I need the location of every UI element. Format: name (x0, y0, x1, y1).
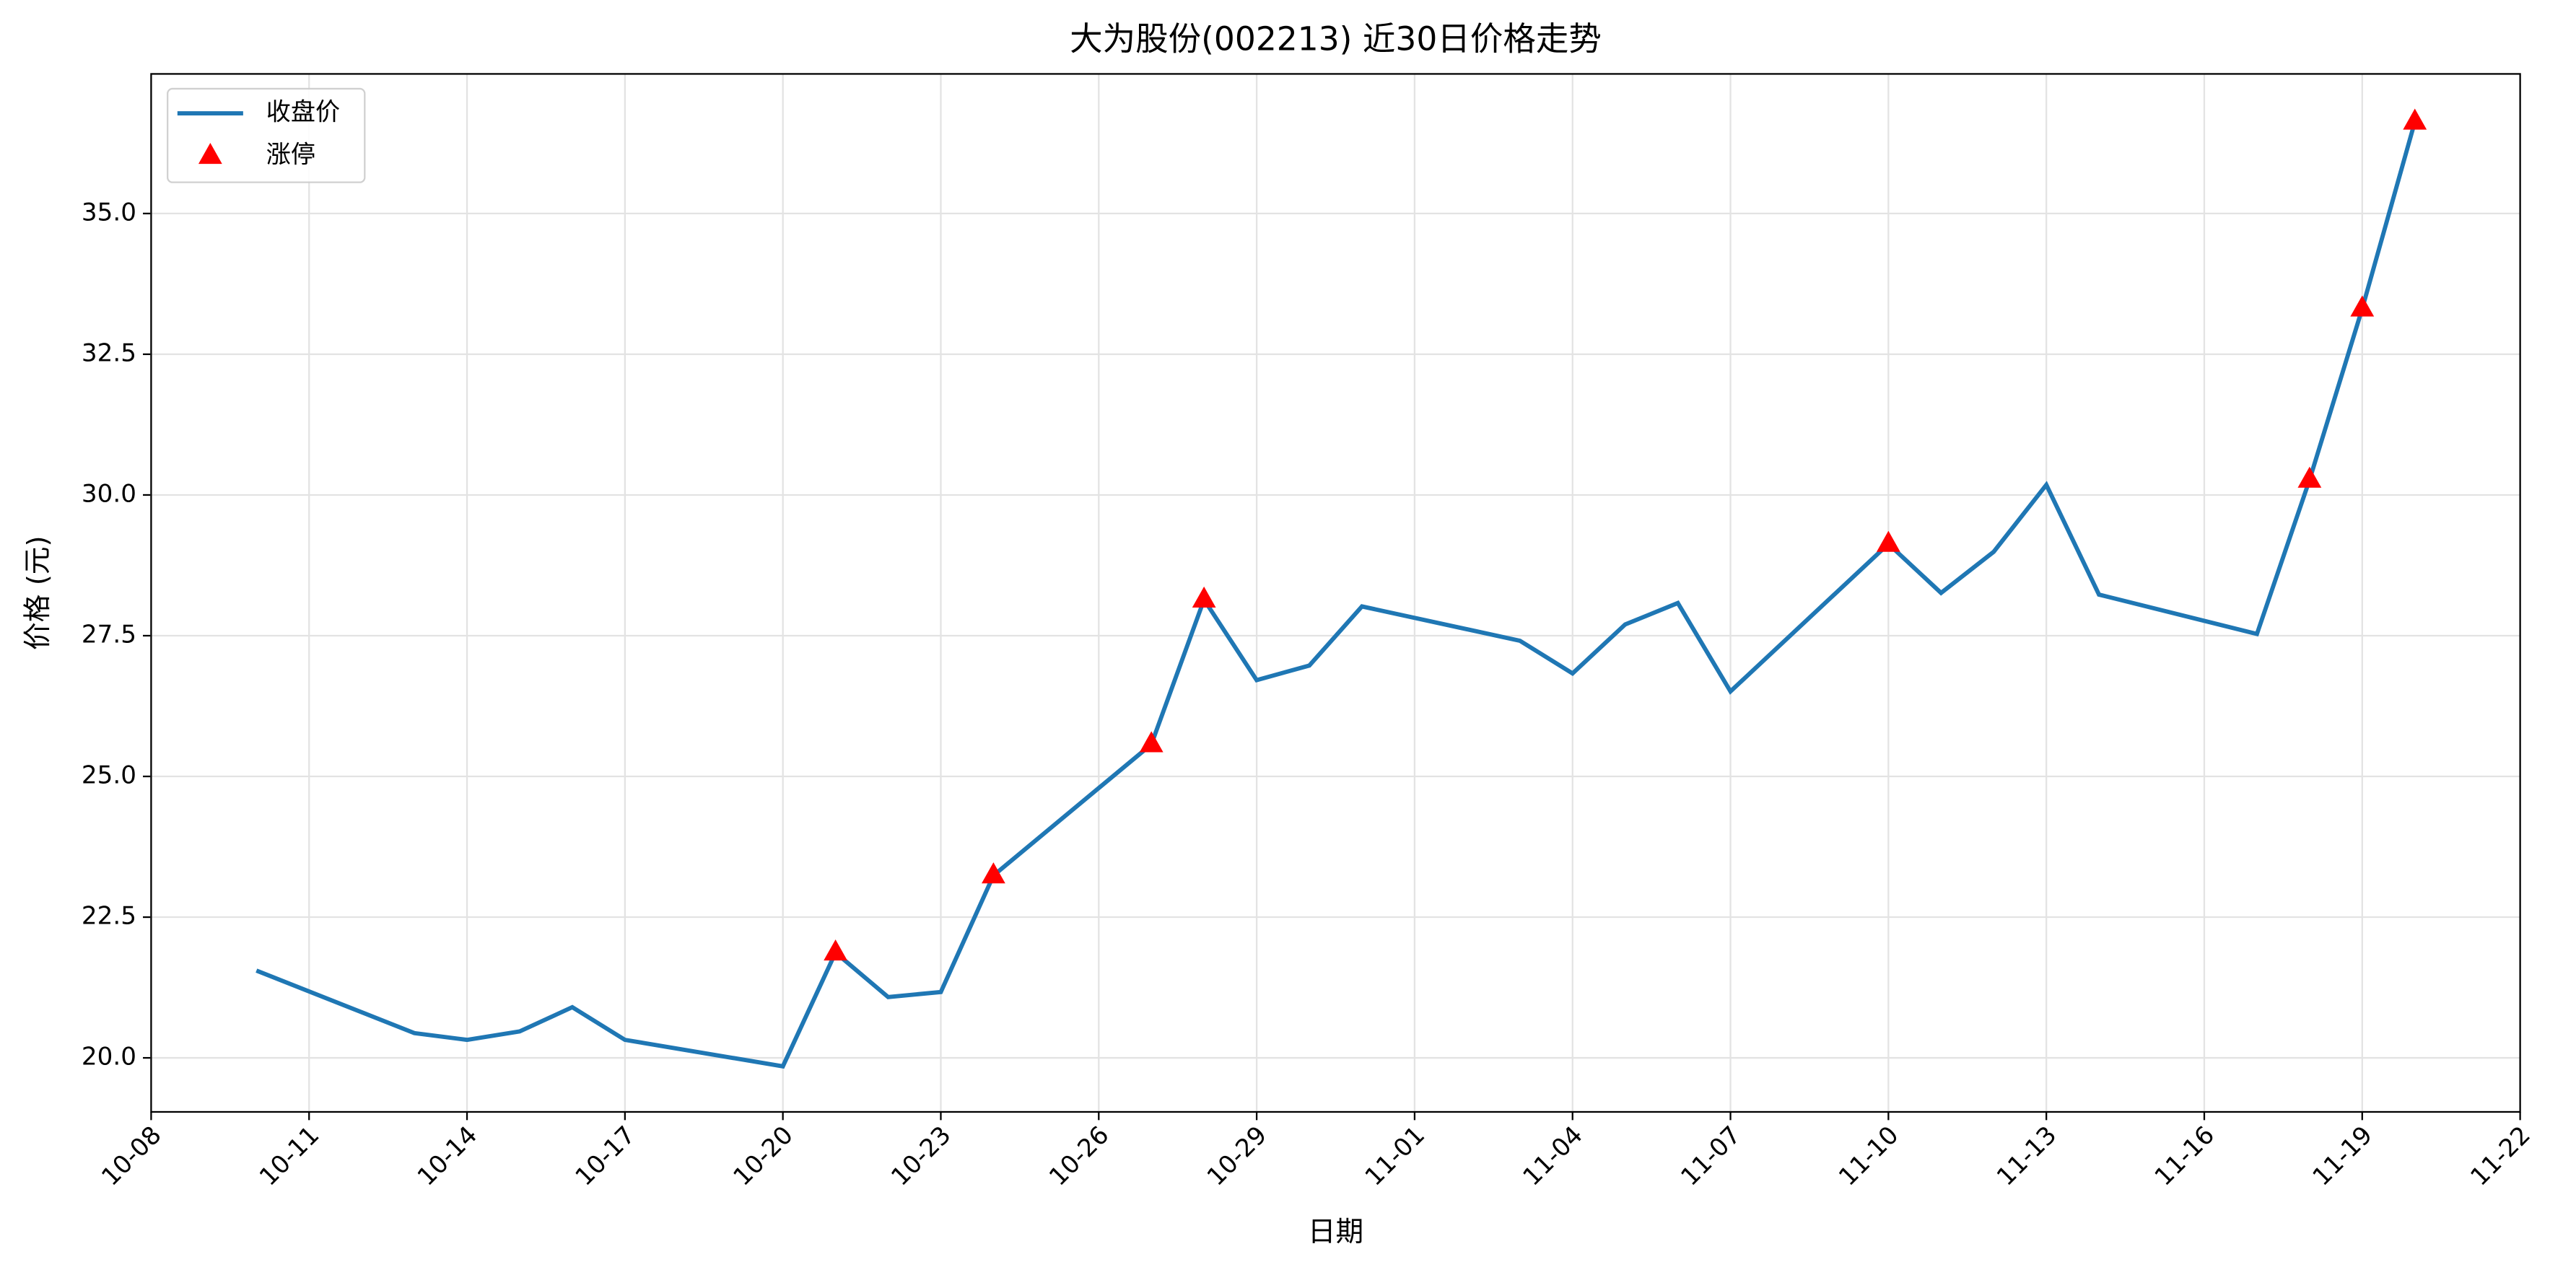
y-axis-label: 价格 (元) (22, 535, 54, 650)
x-tick-label: 10-26 (1044, 1121, 1114, 1191)
limit-up-marker (1876, 530, 1900, 552)
y-tick-label: 25.0 (82, 761, 136, 790)
x-tick-label: 11-13 (1991, 1121, 2062, 1191)
y-tick-label: 32.5 (82, 338, 136, 367)
x-axis-label: 日期 (1308, 1216, 1363, 1248)
x-tick-label: 11-19 (2308, 1121, 2378, 1191)
x-tick-label: 10-17 (570, 1121, 641, 1191)
x-tick-label: 11-04 (1518, 1121, 1589, 1191)
x-tick-label: 10-29 (1202, 1121, 1272, 1191)
limit-up-marker (1139, 731, 1163, 753)
y-tick-label: 22.5 (82, 902, 136, 931)
legend-marker (198, 143, 222, 165)
y-tick-label: 30.0 (82, 479, 136, 508)
y-tick-label: 20.0 (82, 1043, 136, 1072)
x-tick-label: 11-01 (1360, 1121, 1431, 1191)
x-tick-label: 10-14 (412, 1121, 483, 1191)
limit-up-marker (2403, 108, 2427, 130)
legend-label: 收盘价 (266, 98, 340, 127)
x-tick-label: 10-08 (96, 1121, 167, 1191)
limit-up-marker (824, 939, 847, 961)
x-tick-label: 11-10 (1833, 1121, 1904, 1191)
x-tick-label: 10-20 (728, 1121, 798, 1191)
plot-frame (150, 73, 2521, 1113)
x-tick-label: 10-23 (886, 1121, 956, 1191)
price-line (256, 121, 2417, 1069)
legend-label: 涨停 (266, 141, 315, 170)
x-tick-label: 11-16 (2149, 1121, 2220, 1191)
limit-up-marker (982, 862, 1005, 884)
chart-title: 大为股份(002213) 近30日价格走势 (1070, 19, 1602, 58)
limit-up-marker (2350, 295, 2375, 317)
limit-up-marker (1192, 586, 1216, 608)
limit-up-marker (2297, 466, 2322, 488)
x-tick-label: 11-07 (1675, 1121, 1746, 1191)
y-tick-label: 35.0 (82, 198, 136, 227)
x-tick-label: 11-22 (2465, 1121, 2536, 1191)
y-tick-label: 27.5 (82, 620, 136, 649)
x-tick-label: 10-11 (254, 1121, 325, 1191)
